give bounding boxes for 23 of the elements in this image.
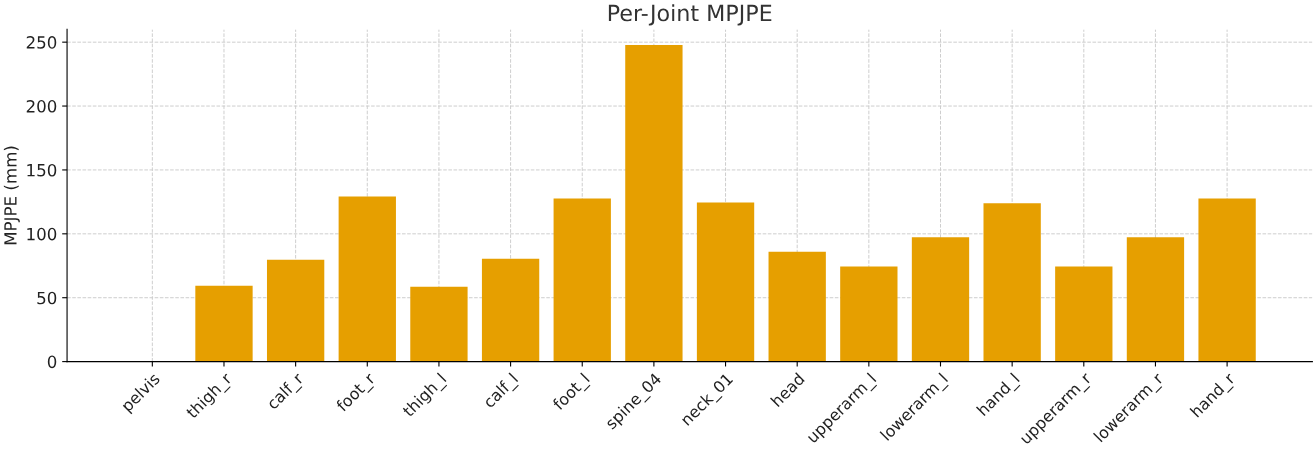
bar <box>338 196 396 362</box>
bar <box>696 202 755 362</box>
bar <box>195 285 253 362</box>
bar <box>1198 198 1256 362</box>
bar <box>1126 237 1185 362</box>
y-tick-label: 150 <box>27 163 57 177</box>
bar <box>625 45 683 362</box>
chart-title: Per-Joint MPJPE <box>608 4 772 26</box>
y-tick-label: 0 <box>47 355 57 369</box>
y-axis-title: MPJPE (mm) <box>3 146 20 245</box>
bar <box>768 251 826 362</box>
y-tick-label: 250 <box>26 36 57 49</box>
bar <box>911 237 970 362</box>
y-tick-label: 50 <box>37 291 57 305</box>
bar <box>481 258 540 362</box>
y-tick-label: 200 <box>26 100 57 113</box>
bar <box>983 203 1041 362</box>
bar <box>1055 266 1113 362</box>
bar <box>553 198 611 362</box>
bar <box>266 259 325 362</box>
bar <box>840 266 898 362</box>
y-tick-label: 100 <box>27 227 57 241</box>
bar <box>410 286 468 362</box>
